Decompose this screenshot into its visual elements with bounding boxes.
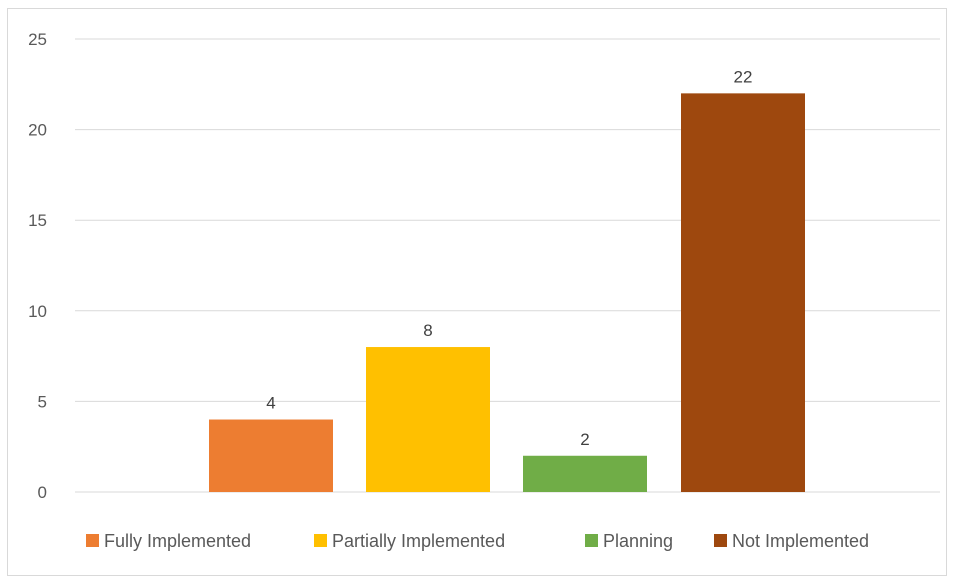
legend-label: Partially Implemented (332, 531, 505, 551)
y-tick-label: 20 (28, 121, 47, 140)
data-label: 2 (580, 430, 589, 449)
y-tick-label: 0 (38, 483, 47, 502)
legend-swatch (86, 534, 99, 547)
y-tick-label: 15 (28, 211, 47, 230)
bar (523, 455, 647, 492)
gridlines (75, 38, 940, 493)
legend-label: Fully Implemented (104, 531, 251, 551)
data-label: 4 (266, 394, 275, 413)
bar (366, 347, 490, 492)
legend-swatch (314, 534, 327, 547)
y-axis-ticks: 0 5 10 15 20 25 (28, 30, 47, 502)
legend-swatch (585, 534, 598, 547)
legend-label: Planning (603, 531, 673, 551)
bar (209, 419, 333, 492)
y-tick-label: 10 (28, 302, 47, 321)
y-tick-label: 5 (38, 392, 47, 411)
y-tick-label: 25 (28, 30, 47, 49)
data-label: 8 (423, 321, 432, 340)
data-label: 22 (734, 67, 753, 86)
legend: Fully Implemented Partially Implemented Pl… (86, 531, 869, 551)
bars (209, 93, 805, 493)
bar (681, 93, 805, 493)
legend-label: Not Implemented (732, 531, 869, 551)
legend-swatch (714, 534, 727, 547)
